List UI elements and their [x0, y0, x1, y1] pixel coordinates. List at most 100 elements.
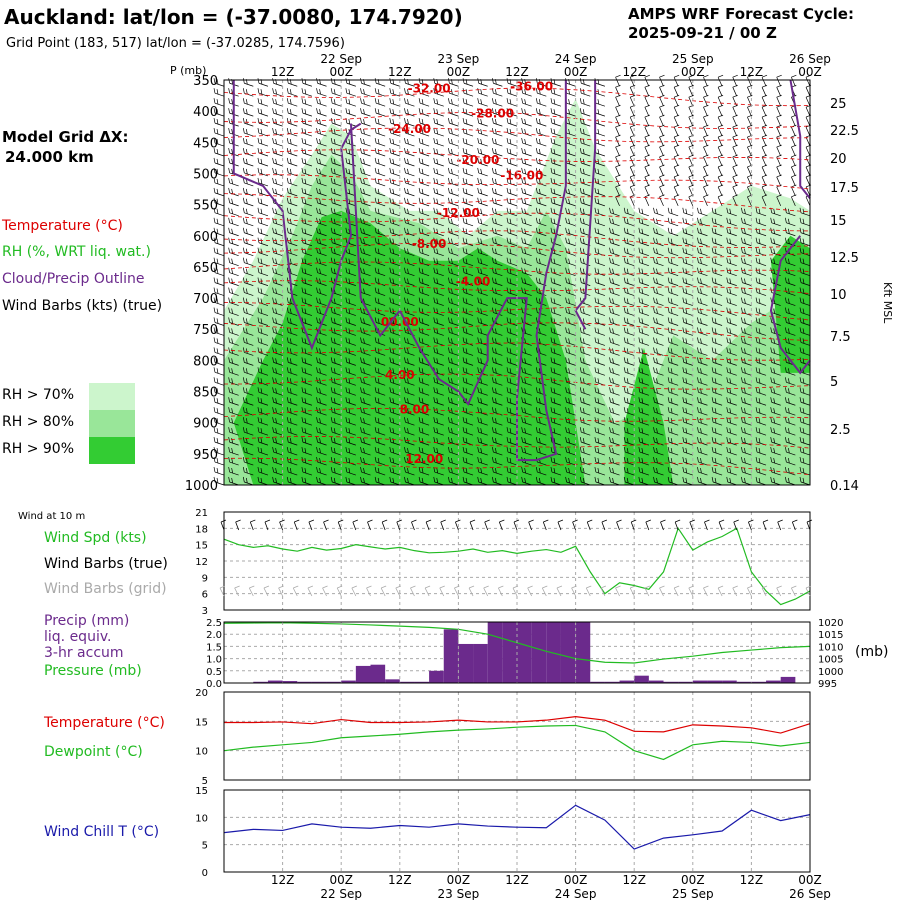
wind-barb	[535, 447, 547, 456]
wind-barb	[433, 327, 444, 336]
time-tick-label: 00Z	[681, 65, 705, 79]
wind-barb	[579, 197, 591, 207]
wind-barb	[638, 257, 649, 267]
legend-entry: RH (%, WRT liq. wat.)	[2, 244, 151, 260]
wind-barb	[521, 287, 532, 296]
pressure-tick: 1020	[818, 618, 843, 629]
wind-barb	[535, 88, 547, 97]
wind-barb	[579, 207, 591, 217]
wind-barb	[717, 124, 724, 137]
pressure-tick: 700	[193, 292, 218, 307]
surface-wind-barb	[645, 519, 651, 531]
wind-barb	[667, 277, 679, 286]
wind-barb	[448, 297, 459, 306]
wind-barb	[579, 367, 591, 376]
wind-barb	[257, 98, 269, 107]
wind-barb	[550, 337, 562, 346]
y-tick: 10	[195, 747, 208, 758]
wind-barb	[644, 194, 650, 207]
wind-barb	[286, 417, 298, 426]
wind-barb	[755, 327, 767, 336]
wind-barb	[682, 367, 693, 376]
pressure-unit: (mb)	[855, 644, 888, 660]
wind-barb	[638, 307, 649, 316]
wind-barb	[360, 367, 371, 376]
wind-barb	[330, 98, 342, 107]
wind-barb	[213, 287, 225, 296]
wind-barb	[462, 357, 474, 366]
wind-barb	[492, 377, 503, 386]
wind-barb	[301, 297, 313, 306]
wind-barb	[462, 287, 474, 296]
wind-barb	[257, 207, 269, 217]
wind-barb	[579, 456, 591, 466]
wind-barb	[272, 447, 283, 456]
wind-barb	[242, 307, 254, 316]
wind-barb	[213, 217, 225, 227]
wind-barb	[565, 287, 576, 296]
wind-barb	[389, 287, 400, 296]
wind-barb	[492, 118, 503, 127]
pressure-tick: 1000	[818, 667, 843, 678]
wind-barb	[594, 397, 606, 406]
wind-barb	[741, 437, 752, 446]
wind-barb	[785, 377, 796, 386]
wind-barb	[286, 437, 298, 446]
wind-barb	[418, 367, 430, 376]
y-tick: 5	[202, 841, 208, 852]
wind-barb	[638, 317, 649, 326]
wind-barb	[741, 447, 752, 456]
wind-barb	[389, 167, 400, 177]
wind-barb	[623, 447, 635, 456]
wind-barb	[389, 137, 400, 147]
wind-barb	[791, 174, 797, 187]
wind-barb	[242, 207, 254, 217]
wind-barb	[521, 108, 532, 117]
surface-wind-barb	[279, 519, 285, 531]
height-tick: 5	[830, 375, 838, 390]
wind-barb	[791, 194, 797, 207]
wind-barb	[726, 377, 737, 386]
wind-barb	[659, 184, 665, 197]
wind-barb	[433, 357, 444, 366]
wind-barb	[330, 307, 342, 316]
wind-barb	[521, 88, 532, 97]
wind-barb	[673, 194, 680, 207]
date-label: 26 Sep	[789, 52, 831, 66]
wind-barb	[374, 197, 386, 207]
wind-barb	[785, 427, 796, 436]
wind-barb	[316, 287, 327, 296]
rh-legend-label: RH > 90%	[2, 441, 74, 457]
wind-barb	[374, 447, 386, 456]
wind-barb	[462, 247, 474, 257]
wind-barb	[717, 154, 724, 167]
wind-barb	[726, 317, 737, 326]
wind-barb	[272, 317, 283, 326]
wind-barb	[345, 357, 356, 366]
wind-barb	[374, 357, 386, 366]
wind-barb	[506, 287, 518, 296]
wind-barb	[213, 98, 225, 107]
wind-barb	[755, 207, 767, 217]
wind-barb	[330, 317, 342, 326]
wind-barb	[770, 417, 781, 426]
wind-barb	[521, 387, 532, 396]
wind-barb	[638, 447, 649, 456]
wind-barb	[389, 437, 400, 446]
wind-barb	[609, 327, 620, 336]
wind-barb	[404, 337, 415, 346]
wind-barb	[374, 98, 386, 107]
surface-wind-barb	[367, 519, 373, 531]
pressure-tick: 995	[818, 679, 837, 690]
wind-barb	[301, 217, 313, 227]
wind-barb	[345, 317, 356, 326]
wind-barb	[799, 466, 811, 476]
wind-barb	[213, 137, 225, 147]
wind-barb	[477, 267, 488, 276]
wind-barb	[316, 277, 327, 286]
wind-barb	[799, 287, 811, 296]
wind-barb	[594, 237, 606, 247]
wind-barb	[506, 466, 518, 476]
wind-barb	[638, 367, 649, 376]
rh-legend-swatch	[89, 410, 135, 437]
